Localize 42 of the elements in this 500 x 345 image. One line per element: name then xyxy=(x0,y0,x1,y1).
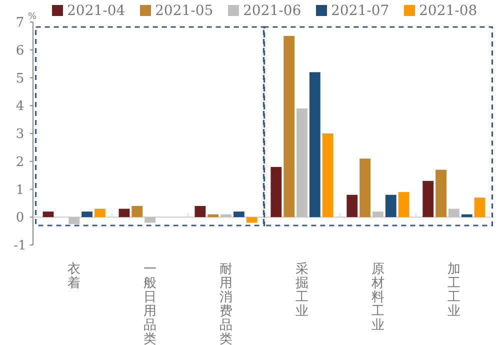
x-tick-label: 衣着 xyxy=(68,262,81,291)
bar xyxy=(474,198,486,218)
legend-label: 2021-07 xyxy=(331,3,390,19)
x-tick-label: 加工工业 xyxy=(447,262,460,319)
bar xyxy=(208,214,219,218)
bar xyxy=(385,194,396,218)
y-tick-label: 7 xyxy=(16,16,24,31)
legend-label: 2021-05 xyxy=(155,3,214,19)
legend-label: 2021-08 xyxy=(419,3,478,19)
bar xyxy=(233,212,244,218)
y-tick-label: 4 xyxy=(16,99,24,114)
bar xyxy=(94,208,106,218)
y-axis-title: % xyxy=(28,12,37,22)
bar xyxy=(360,158,370,218)
x-tick-label: 一般日用品类 xyxy=(144,262,157,345)
bar xyxy=(398,192,410,218)
y-tick-label: 2 xyxy=(16,154,24,170)
bar xyxy=(118,208,130,218)
y-tick-label: 0 xyxy=(16,210,24,226)
bar xyxy=(309,72,320,218)
x-tick-label: 原材料工业 xyxy=(370,262,384,333)
bar xyxy=(284,36,295,218)
bar xyxy=(194,206,206,218)
y-tick-label: 3 xyxy=(16,127,24,142)
legend-label: 2021-06 xyxy=(243,3,302,19)
y-tick-label: 5 xyxy=(16,71,24,86)
x-tick-label: 采掘工业 xyxy=(295,262,308,319)
bar xyxy=(246,217,258,223)
bar xyxy=(42,212,54,218)
legend-label: 2021-04 xyxy=(67,3,126,19)
bar xyxy=(322,134,334,218)
y-tick-label: -1 xyxy=(14,238,26,254)
bar xyxy=(82,212,92,218)
x-tick-label: 耐用消费品类 xyxy=(220,262,233,345)
bar xyxy=(436,170,446,218)
bar xyxy=(270,166,282,218)
bar xyxy=(346,194,358,218)
bar xyxy=(132,206,143,218)
bar xyxy=(461,214,472,218)
y-tick-label: 6 xyxy=(16,43,24,58)
bar xyxy=(422,180,434,218)
y-tick-label: 1 xyxy=(16,182,24,198)
